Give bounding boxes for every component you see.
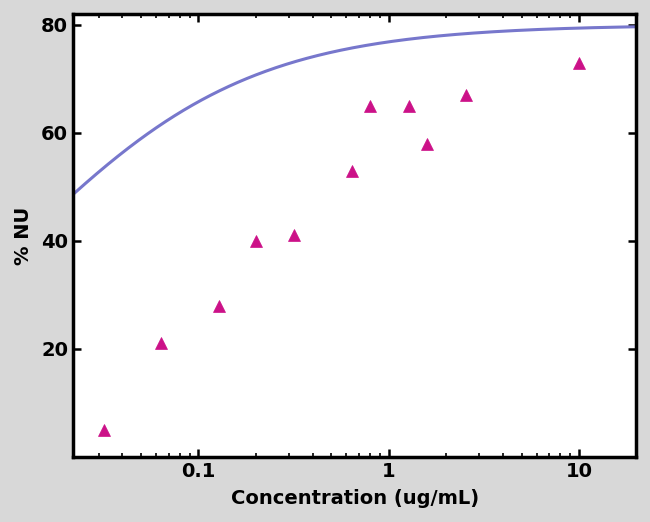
Y-axis label: % NU: % NU (14, 206, 33, 265)
X-axis label: Concentration (ug/mL): Concentration (ug/mL) (231, 489, 478, 508)
